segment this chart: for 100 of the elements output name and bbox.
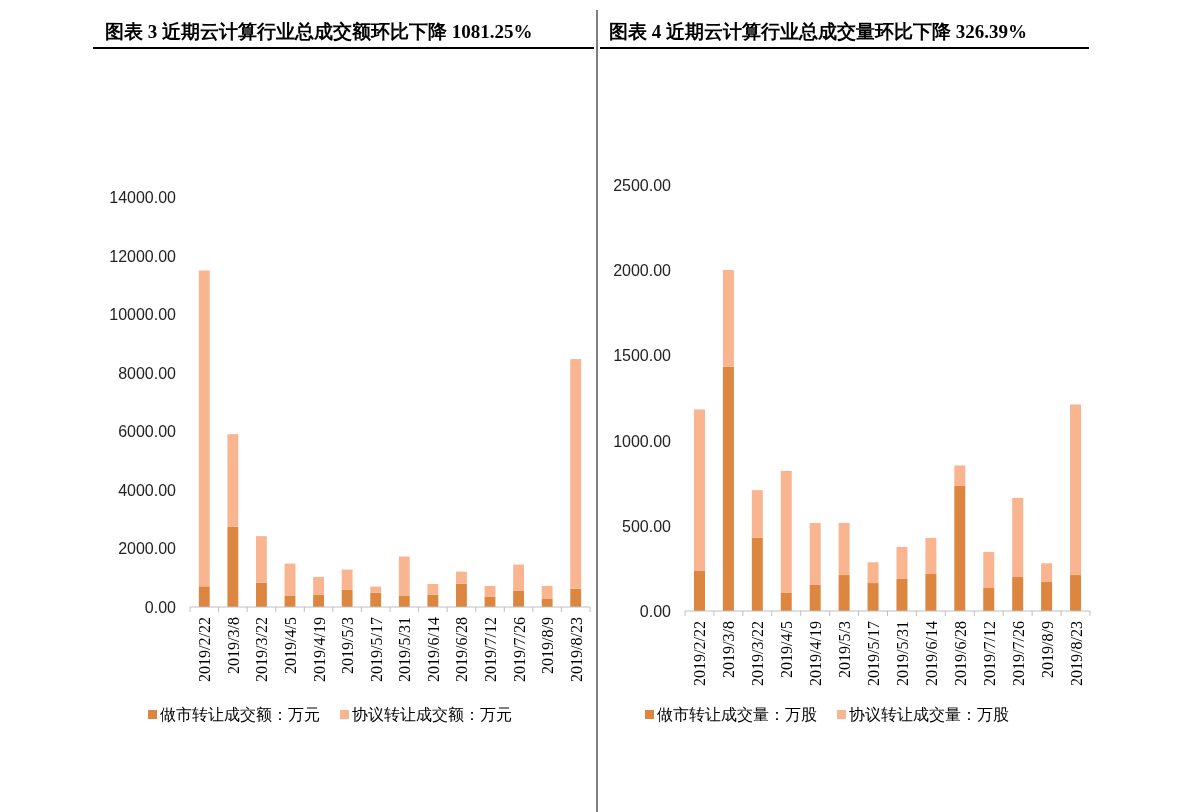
x-tick-label: 2019/8/23 [1067, 621, 1085, 686]
bar [925, 574, 937, 611]
bar [484, 585, 496, 597]
y-tick-label: 1500.00 [613, 347, 672, 365]
bar [370, 592, 382, 607]
y-tick-label: 10000.00 [109, 306, 177, 324]
bar [198, 270, 210, 587]
bar [313, 594, 324, 607]
bar [925, 537, 937, 575]
bar [838, 522, 850, 576]
x-tick-label: 2019/5/17 [367, 617, 385, 682]
bar [427, 594, 439, 607]
bar [1070, 575, 1082, 611]
chart-title: 图表 4 近期云计算行业总成交量环比下降 326.39% [609, 21, 1027, 42]
legend-label: 做市转让成交额：万元 [160, 706, 320, 723]
bar [1041, 582, 1053, 611]
x-tick-label: 2019/7/12 [980, 621, 998, 686]
bar [809, 584, 821, 611]
x-tick-label: 2019/6/14 [922, 621, 940, 686]
y-tick-label: 0.00 [144, 599, 177, 616]
bar [227, 434, 239, 527]
x-tick-label: 2019/8/9 [539, 617, 557, 674]
x-tick-label: 2019/3/22 [749, 621, 767, 686]
bar [722, 366, 734, 611]
x-tick-label: 2019/3/22 [253, 617, 271, 682]
x-tick-label: 2019/8/23 [567, 617, 585, 682]
y-tick-label: 2500.00 [613, 177, 672, 194]
x-tick-label: 2019/6/14 [424, 617, 442, 682]
bar [541, 585, 553, 599]
bar [867, 562, 879, 584]
bar [1012, 497, 1024, 577]
bar [867, 583, 879, 611]
chart-title: 图表 3 近期云计算行业总成交额环比下降 1081.25% [105, 21, 533, 42]
bar [256, 582, 267, 607]
bar [896, 578, 908, 611]
bar [751, 490, 763, 538]
bar [838, 575, 850, 611]
bar [570, 359, 582, 589]
bar [456, 571, 467, 584]
x-tick-label: 2019/4/19 [310, 617, 328, 682]
y-tick-label: 12000.00 [109, 247, 177, 265]
bar [370, 586, 382, 593]
bar [570, 588, 582, 607]
x-tick-label: 2019/5/31 [396, 617, 414, 682]
y-tick-label: 4000.00 [118, 481, 177, 499]
bar [427, 583, 439, 595]
x-tick-label: 2019/7/12 [482, 617, 499, 682]
bar [954, 485, 966, 611]
x-tick-label: 2019/6/28 [951, 621, 969, 686]
bar [1070, 404, 1082, 576]
legend-label: 协议转让成交量：万股 [849, 706, 1009, 723]
x-tick-label: 2019/8/9 [1038, 621, 1056, 678]
y-tick-label: 1000.00 [613, 432, 672, 450]
bar [256, 536, 267, 583]
bar [896, 546, 908, 579]
bar [809, 522, 821, 585]
x-tick-label: 2019/3/8 [224, 617, 242, 674]
y-tick-label: 2000.00 [613, 262, 672, 280]
bar [227, 526, 239, 607]
bar [398, 556, 410, 596]
y-tick-label: 14000.00 [109, 189, 177, 206]
bar [1041, 563, 1053, 583]
bar [954, 465, 966, 486]
x-tick-label: 2019/5/3 [836, 621, 854, 678]
bar [693, 570, 705, 611]
bar [398, 595, 410, 607]
bar [722, 270, 734, 367]
x-tick-label: 2019/7/26 [1009, 621, 1027, 686]
bar [513, 590, 524, 607]
bar [983, 588, 995, 611]
bar [780, 592, 792, 611]
x-tick-label: 2019/7/26 [510, 617, 528, 682]
bar [341, 569, 353, 590]
x-tick-label: 2019/2/22 [196, 617, 214, 682]
y-tick-label: 0.00 [639, 603, 672, 620]
x-tick-label: 2019/2/22 [691, 621, 709, 686]
bar [341, 589, 353, 607]
bar [780, 470, 792, 593]
x-tick-label: 2019/4/19 [807, 621, 825, 686]
bar [751, 537, 763, 611]
legend-label: 做市转让成交量：万股 [657, 706, 817, 723]
x-tick-label: 2019/5/17 [865, 621, 883, 686]
bar [313, 576, 324, 595]
bar [983, 551, 995, 588]
y-tick-label: 2000.00 [118, 540, 177, 558]
y-tick-label: 6000.00 [118, 423, 177, 441]
y-tick-label: 500.00 [622, 517, 672, 535]
x-tick-label: 2019/4/5 [282, 617, 299, 674]
legend-label: 协议转让成交额：万元 [352, 706, 512, 723]
bar [284, 563, 296, 596]
bar [456, 583, 467, 607]
x-tick-label: 2019/6/28 [453, 617, 471, 682]
bar [513, 564, 524, 591]
bar [198, 586, 210, 607]
bar [1012, 576, 1024, 611]
x-tick-label: 2019/5/31 [893, 621, 911, 686]
x-tick-label: 2019/3/8 [720, 621, 738, 678]
x-tick-label: 2019/5/3 [339, 617, 357, 674]
y-tick-label: 8000.00 [118, 364, 177, 382]
x-tick-label: 2019/4/5 [778, 621, 796, 678]
